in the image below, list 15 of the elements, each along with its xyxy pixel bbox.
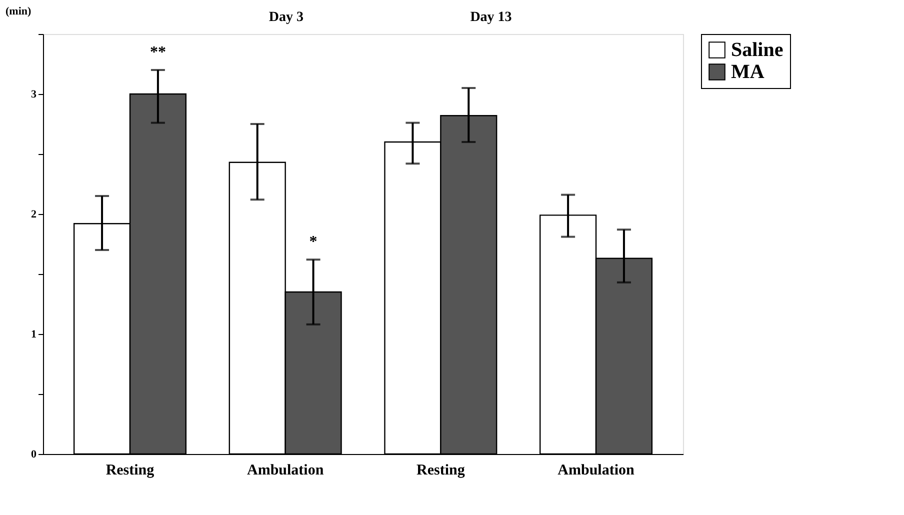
legend-label: MA [731,61,765,83]
x-tick-label: Resting [106,462,155,478]
annotation: ** [150,44,166,61]
y-tick-label: 2 [31,208,37,220]
annotation: * [309,234,318,251]
y-tick-label: 1 [31,328,36,340]
y-tick-label: 0 [31,448,37,460]
legend-label: Saline [731,39,784,61]
text: Day 3 [268,10,304,25]
y-tick-label: 3 [31,88,37,100]
y-axis-title: (min) [6,6,32,18]
x-tick-label: Resting [416,462,466,478]
x-tick-label: Ambulation [558,462,636,478]
x-tick-label: Ambulation [246,462,324,478]
text: Day 13 [470,10,512,25]
